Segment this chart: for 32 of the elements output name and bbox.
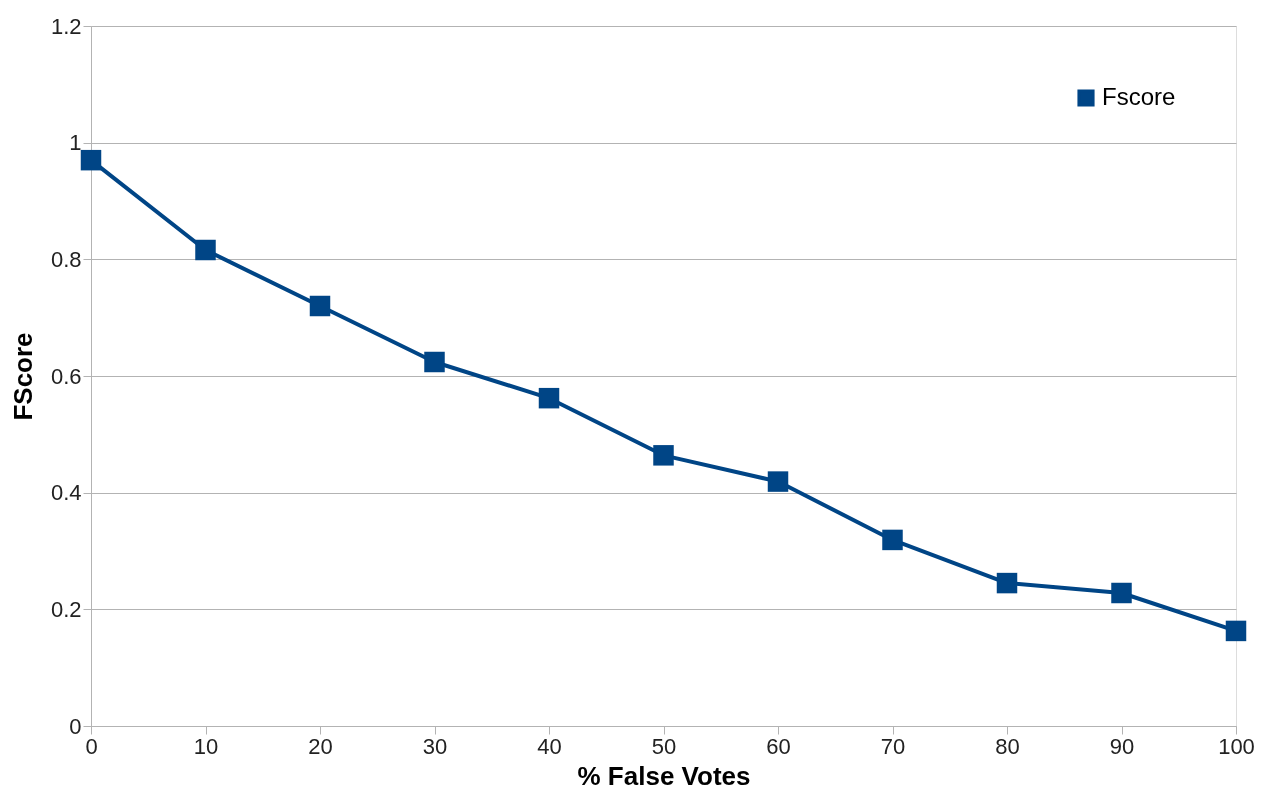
x-tick-label: 0	[85, 733, 98, 759]
y-tick-label: 1	[69, 130, 82, 156]
point	[309, 295, 331, 317]
point	[1111, 582, 1132, 604]
y-tick-label: 0.6	[50, 363, 82, 389]
y-tick-label: 0	[69, 713, 82, 739]
point	[538, 387, 560, 409]
point	[80, 149, 102, 171]
x-tick-label: 40	[537, 733, 562, 759]
x-tick-label: 100	[1218, 733, 1255, 759]
y-tick-label: 1.2	[50, 13, 82, 39]
x-tick-label: 50	[651, 733, 677, 759]
point	[424, 351, 445, 373]
x-tick-label: 80	[995, 733, 1020, 759]
point	[1225, 620, 1247, 642]
x-axis-title: % False Votes	[577, 760, 751, 791]
x-tick-label: 90	[1109, 733, 1135, 759]
y-tick-label: 0.8	[50, 246, 82, 272]
y-tick-label: 0.2	[50, 596, 82, 622]
point	[195, 239, 216, 261]
point	[996, 572, 1018, 594]
x-tick-label: 30	[422, 733, 448, 759]
x-tick-label: 60	[766, 733, 791, 759]
point	[653, 445, 674, 466]
point	[767, 471, 789, 492]
x-tick-label: 10	[193, 733, 219, 759]
x-tick-label: 20	[308, 733, 333, 759]
x-tick-label: 70	[880, 733, 906, 759]
point	[882, 529, 903, 551]
y-tick-label: 0.4	[50, 480, 82, 506]
y-axis-title: FScore	[7, 332, 38, 421]
legend-label: Fscore	[1102, 83, 1176, 110]
